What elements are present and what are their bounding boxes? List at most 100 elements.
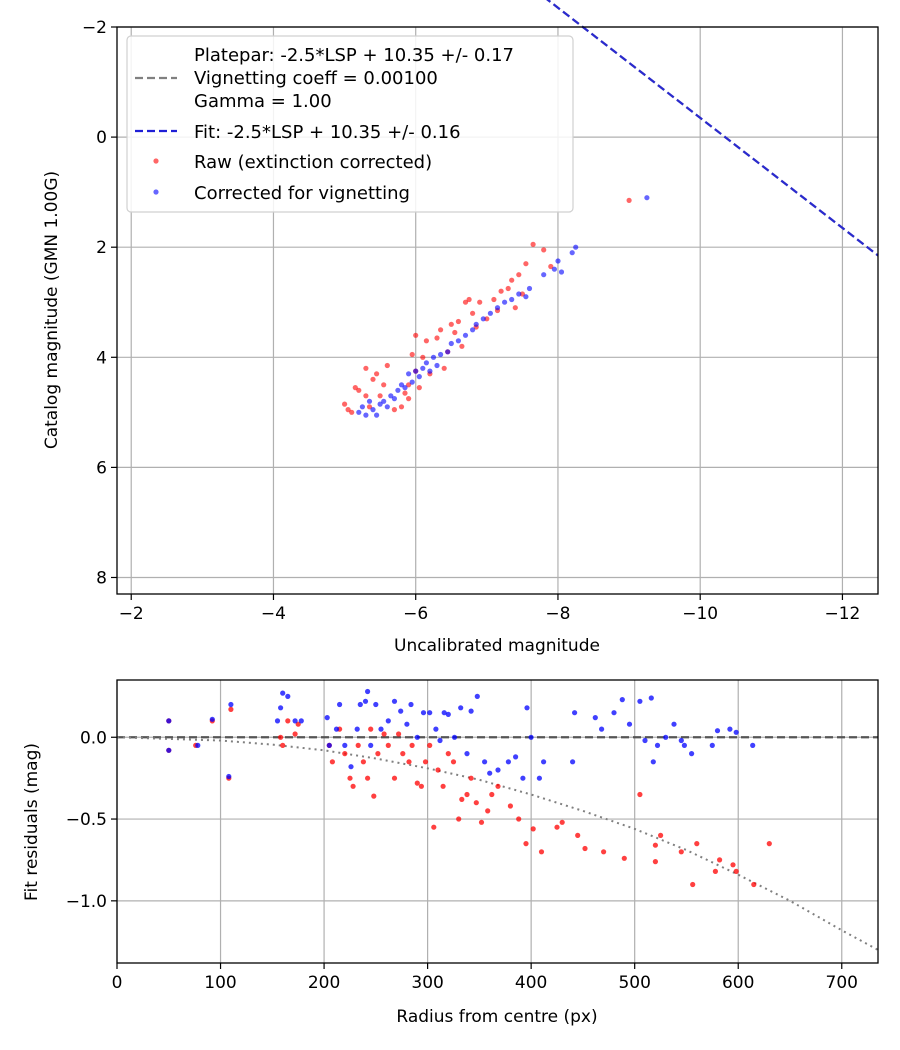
corrected-point (377, 401, 383, 407)
raw-point (371, 793, 377, 799)
raw-point (538, 849, 545, 855)
corrected-point (611, 710, 617, 716)
corrected-point (524, 705, 530, 711)
corrected-point (474, 693, 480, 700)
calibration-panel: −2 −4 −6 −8 −10 −12 −2 0 2 4 6 8 Uncalibrated magni… (42, 0, 879, 656)
corrected-point (689, 751, 695, 757)
raw-point (349, 409, 355, 415)
raw-point (523, 261, 529, 267)
legend-corrected-marker (153, 189, 159, 195)
corrected-point (480, 316, 486, 322)
corrected-point (654, 742, 661, 749)
raw-point (541, 247, 547, 253)
corrected-point (420, 710, 427, 716)
raw-point (400, 751, 406, 757)
raw-point (416, 385, 422, 391)
corrected-point (398, 708, 404, 714)
corrected-point (391, 396, 397, 402)
corrected-point (324, 715, 330, 721)
corrected-point (470, 327, 476, 333)
raw-point (730, 862, 736, 868)
y-tick-label: 0 (96, 128, 107, 148)
raw-point (455, 318, 461, 325)
raw-point (342, 401, 348, 407)
corrected-point (555, 258, 561, 264)
raw-point (366, 404, 373, 410)
x-tick-label: −8 (545, 604, 570, 624)
raw-point (278, 734, 284, 740)
corrected-point (434, 362, 440, 369)
raw-point (381, 382, 387, 388)
y-tick-label: 4 (96, 348, 107, 368)
corrected-point (448, 340, 454, 347)
corrected-point (285, 693, 291, 700)
raw-point (285, 718, 291, 724)
corrected-point (619, 697, 625, 703)
corrected-point (195, 742, 201, 749)
corrected-point (437, 737, 443, 744)
corrected-point (378, 726, 384, 732)
y-tick-label: −2 (82, 18, 107, 38)
raw-point (381, 731, 387, 737)
corrected-point (523, 294, 529, 300)
corrected-point (370, 407, 376, 413)
raw-point (450, 759, 457, 765)
raw-point (295, 721, 301, 727)
corrected-point (433, 726, 439, 732)
corrected-point (363, 412, 369, 418)
raw-point (523, 841, 529, 847)
calibration-points (342, 195, 650, 418)
raw-point (751, 881, 757, 888)
residuals-x-axis-label: Radius from centre (px) (396, 1007, 597, 1027)
raw-point (459, 796, 465, 803)
corrected-point (681, 742, 688, 749)
corrected-point (637, 698, 643, 704)
raw-point (418, 783, 424, 789)
corrected-point (337, 701, 343, 708)
raw-point (434, 335, 440, 341)
corrected-point (362, 698, 369, 704)
x-tick-label: −12 (824, 604, 860, 624)
corrected-point (714, 728, 721, 734)
raw-point (363, 365, 369, 371)
raw-point (456, 816, 462, 822)
raw-point (658, 832, 664, 839)
corrected-point (558, 269, 565, 275)
x-tick-label: 100 (204, 973, 236, 993)
corrected-point (356, 409, 362, 415)
raw-series (342, 197, 632, 415)
y-tick-label: 8 (96, 568, 107, 588)
corrected-point (445, 349, 451, 355)
corrected-point (373, 701, 379, 708)
raw-point (575, 832, 581, 839)
corrected-point (274, 718, 281, 724)
raw-point (413, 332, 419, 338)
corrected-point (427, 710, 433, 716)
corrected-point (648, 695, 654, 701)
corrected-point (333, 726, 340, 732)
corrected-point (671, 721, 677, 727)
legend-raw-label: Raw (extinction corrected) (194, 152, 432, 173)
raw-point (398, 404, 405, 410)
corrected-point (292, 718, 298, 724)
corrected-point (513, 754, 519, 760)
corrected-point (572, 710, 578, 716)
raw-point (422, 759, 429, 765)
residuals-ticks: 0 100 200 300 400 500 600 700 0.0 −0.5 −1.0 (66, 728, 858, 993)
corrected-point (642, 737, 648, 744)
raw-point (621, 855, 627, 861)
corrected-point (414, 734, 420, 740)
raw-point (448, 321, 454, 327)
corrected-point (209, 716, 215, 722)
corrected-point (502, 299, 508, 305)
raw-point (360, 759, 366, 765)
raw-point (464, 791, 470, 798)
raw-point (385, 742, 391, 749)
raw-point (228, 706, 234, 713)
raw-point (377, 393, 383, 399)
corrected-point (368, 742, 374, 749)
corrected-point (536, 775, 543, 781)
raw-point (498, 288, 504, 294)
corrected-point (409, 379, 415, 385)
